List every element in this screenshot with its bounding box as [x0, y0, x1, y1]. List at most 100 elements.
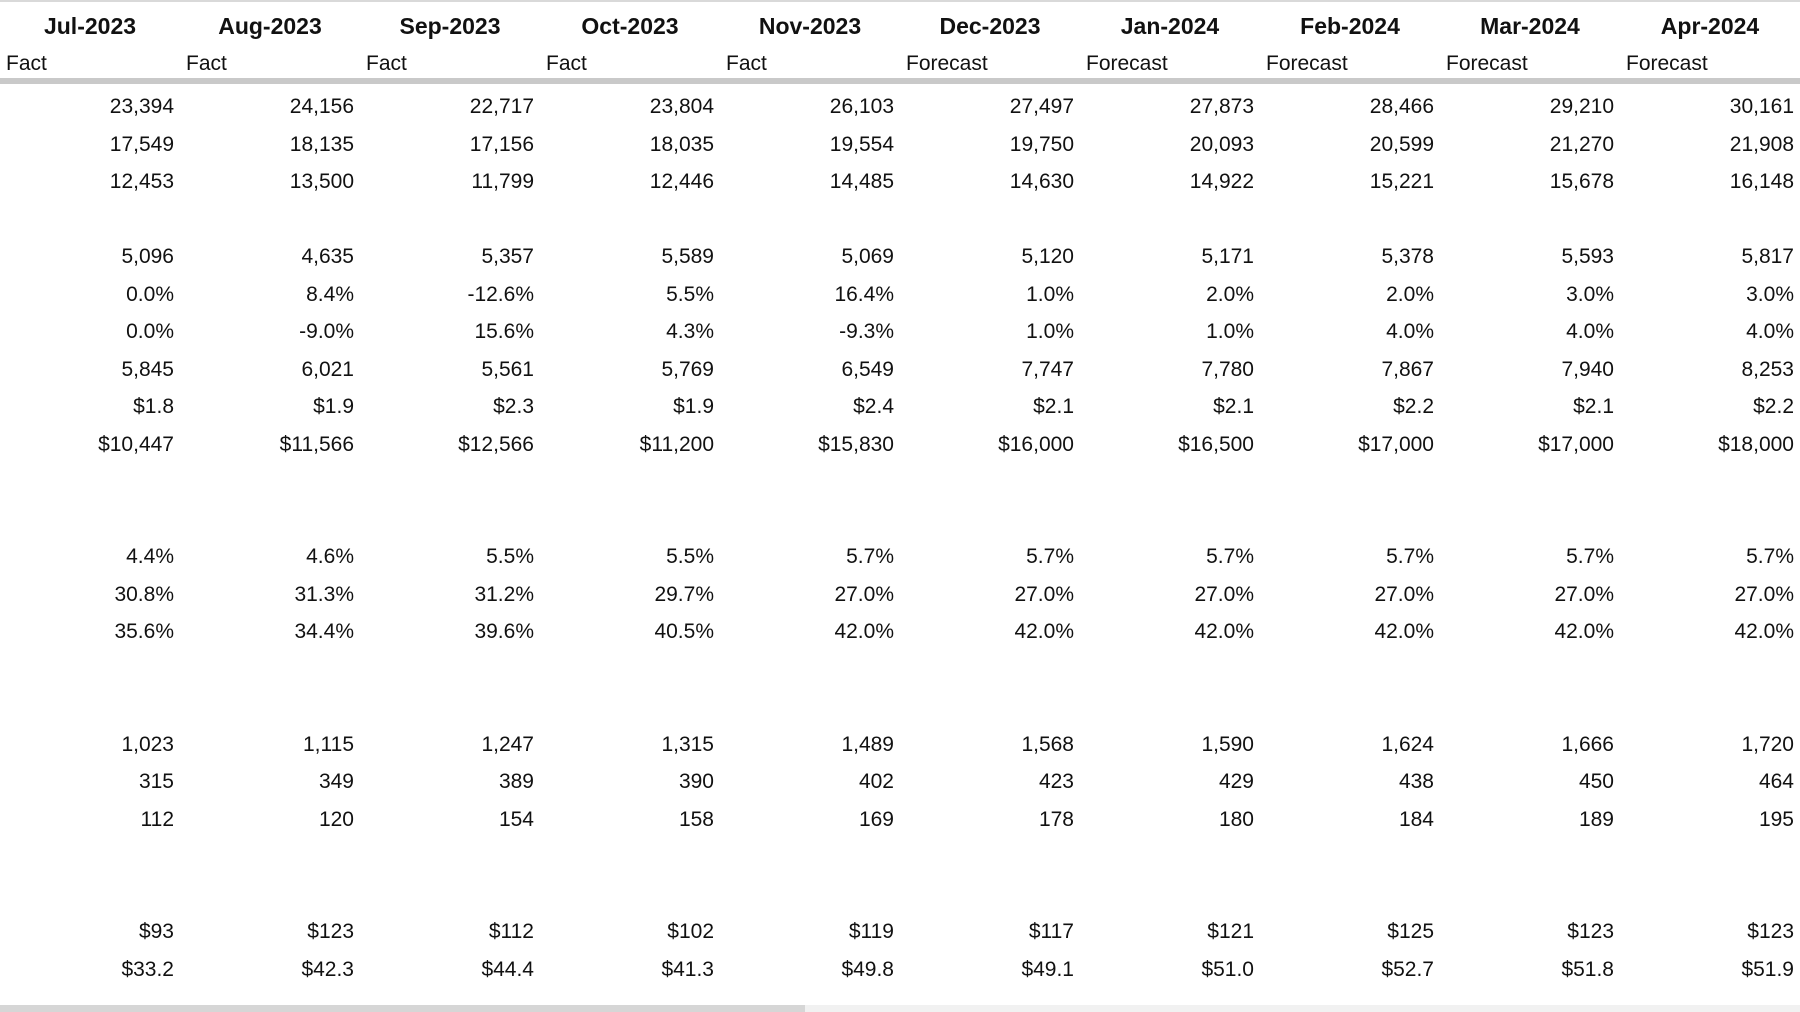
- table-cell[interactable]: [1440, 651, 1620, 688]
- table-cell[interactable]: [360, 501, 540, 538]
- table-cell[interactable]: 11,799: [471, 170, 534, 193]
- table-cell[interactable]: 1,023: [121, 732, 174, 756]
- table-cell[interactable]: $44.4: [481, 957, 534, 981]
- table-cell[interactable]: [720, 463, 900, 500]
- table-cell[interactable]: [180, 876, 360, 913]
- table-cell[interactable]: $51.9: [1741, 957, 1794, 981]
- table-cell[interactable]: 464: [1758, 770, 1794, 793]
- table-cell[interactable]: 5,069: [841, 245, 894, 268]
- table-cell[interactable]: 7,867: [1381, 357, 1434, 381]
- table-cell[interactable]: 14,485: [829, 170, 894, 193]
- table-cell[interactable]: $17,000: [1538, 432, 1614, 456]
- table-cell[interactable]: [0, 876, 180, 913]
- table-cell[interactable]: 195: [1758, 807, 1794, 831]
- table-cell[interactable]: $16,000: [998, 432, 1074, 456]
- table-cell[interactable]: 5,357: [481, 245, 534, 268]
- table-cell[interactable]: 15.6%: [474, 320, 534, 343]
- table-cell[interactable]: [540, 688, 720, 725]
- frozen-header-divider[interactable]: [0, 78, 1800, 84]
- table-cell[interactable]: [720, 501, 900, 538]
- column-header[interactable]: Apr-2024 Forecast: [1620, 2, 1800, 78]
- table-cell[interactable]: 22,717: [469, 95, 534, 118]
- table-cell[interactable]: $2.4: [853, 395, 894, 418]
- table-cell[interactable]: 3.0%: [1746, 282, 1794, 306]
- table-cell[interactable]: 17,156: [469, 132, 534, 156]
- table-cell[interactable]: [900, 876, 1080, 913]
- table-cell[interactable]: [1080, 201, 1260, 238]
- table-cell[interactable]: 8.4%: [306, 282, 354, 306]
- table-cell[interactable]: 184: [1398, 807, 1434, 831]
- table-cell[interactable]: [540, 876, 720, 913]
- table-cell[interactable]: [720, 201, 900, 238]
- table-cell[interactable]: 180: [1218, 807, 1254, 831]
- table-cell[interactable]: 42.0%: [834, 620, 894, 643]
- table-cell[interactable]: $52.7: [1381, 957, 1434, 981]
- table-cell[interactable]: 6,021: [301, 357, 354, 381]
- table-cell[interactable]: [1080, 688, 1260, 725]
- table-cell[interactable]: 14,630: [1009, 170, 1074, 193]
- column-header[interactable]: Oct-2023 Fact: [540, 2, 720, 78]
- table-cell[interactable]: $2.3: [493, 395, 534, 418]
- table-cell[interactable]: 7,780: [1201, 357, 1254, 381]
- table-cell[interactable]: [1620, 463, 1800, 500]
- table-cell[interactable]: 29,210: [1549, 95, 1614, 118]
- table-cell[interactable]: 1,568: [1021, 732, 1074, 756]
- table-cell[interactable]: 315: [138, 770, 174, 793]
- table-cell[interactable]: $51.8: [1561, 957, 1614, 981]
- table-cell[interactable]: [1080, 651, 1260, 688]
- table-cell[interactable]: -9.0%: [299, 320, 354, 343]
- table-cell[interactable]: 42.0%: [1014, 620, 1074, 643]
- table-cell[interactable]: [1080, 463, 1260, 500]
- table-cell[interactable]: 27.0%: [1734, 582, 1794, 606]
- table-cell[interactable]: [1440, 463, 1620, 500]
- table-cell[interactable]: 20,093: [1189, 132, 1254, 156]
- table-cell[interactable]: 23,804: [649, 95, 714, 118]
- table-cell[interactable]: 18,035: [649, 132, 714, 156]
- table-cell[interactable]: $11,566: [279, 432, 354, 456]
- table-cell[interactable]: [1080, 501, 1260, 538]
- table-cell[interactable]: 40.5%: [654, 620, 714, 643]
- table-cell[interactable]: $117: [1028, 920, 1074, 943]
- table-cell[interactable]: 5,589: [661, 245, 714, 268]
- table-cell[interactable]: [720, 876, 900, 913]
- table-cell[interactable]: [900, 651, 1080, 688]
- horizontal-scrollbar[interactable]: [0, 1005, 1800, 1012]
- table-cell[interactable]: [900, 463, 1080, 500]
- table-cell[interactable]: $42.3: [301, 957, 354, 981]
- table-cell[interactable]: 2.0%: [1386, 282, 1434, 306]
- table-cell[interactable]: 5,769: [661, 357, 714, 381]
- table-cell[interactable]: 7,747: [1021, 357, 1074, 381]
- table-cell[interactable]: $125: [1387, 920, 1434, 943]
- table-cell[interactable]: [0, 838, 180, 875]
- table-cell[interactable]: 5.7%: [1026, 545, 1074, 568]
- table-cell[interactable]: 1,590: [1201, 732, 1254, 756]
- table-cell[interactable]: 1,666: [1561, 732, 1614, 756]
- table-cell[interactable]: 27.0%: [1014, 582, 1074, 606]
- table-cell[interactable]: 42.0%: [1374, 620, 1434, 643]
- table-cell[interactable]: $15,830: [818, 432, 894, 456]
- table-cell[interactable]: $2.2: [1393, 395, 1434, 418]
- table-cell[interactable]: 189: [1578, 807, 1614, 831]
- table-cell[interactable]: 27.0%: [1194, 582, 1254, 606]
- table-cell[interactable]: [360, 876, 540, 913]
- table-cell[interactable]: [1260, 201, 1440, 238]
- table-cell[interactable]: 26,103: [829, 95, 894, 118]
- table-cell[interactable]: 27.0%: [1554, 582, 1614, 606]
- column-header[interactable]: Nov-2023 Fact: [720, 2, 900, 78]
- table-cell[interactable]: 169: [858, 807, 894, 831]
- table-cell[interactable]: 5.5%: [666, 282, 714, 306]
- table-cell[interactable]: [540, 651, 720, 688]
- table-cell[interactable]: $119: [848, 920, 894, 943]
- table-cell[interactable]: [360, 201, 540, 238]
- table-cell[interactable]: 423: [1038, 770, 1074, 793]
- table-cell[interactable]: 5.5%: [666, 545, 714, 568]
- table-cell[interactable]: 27,497: [1009, 95, 1074, 118]
- column-header[interactable]: Aug-2023 Fact: [180, 2, 360, 78]
- table-cell[interactable]: 20,599: [1369, 132, 1434, 156]
- table-cell[interactable]: [900, 838, 1080, 875]
- table-cell[interactable]: [180, 201, 360, 238]
- table-cell[interactable]: 349: [318, 770, 354, 793]
- table-cell[interactable]: 5,593: [1561, 245, 1614, 268]
- table-cell[interactable]: 120: [318, 807, 354, 831]
